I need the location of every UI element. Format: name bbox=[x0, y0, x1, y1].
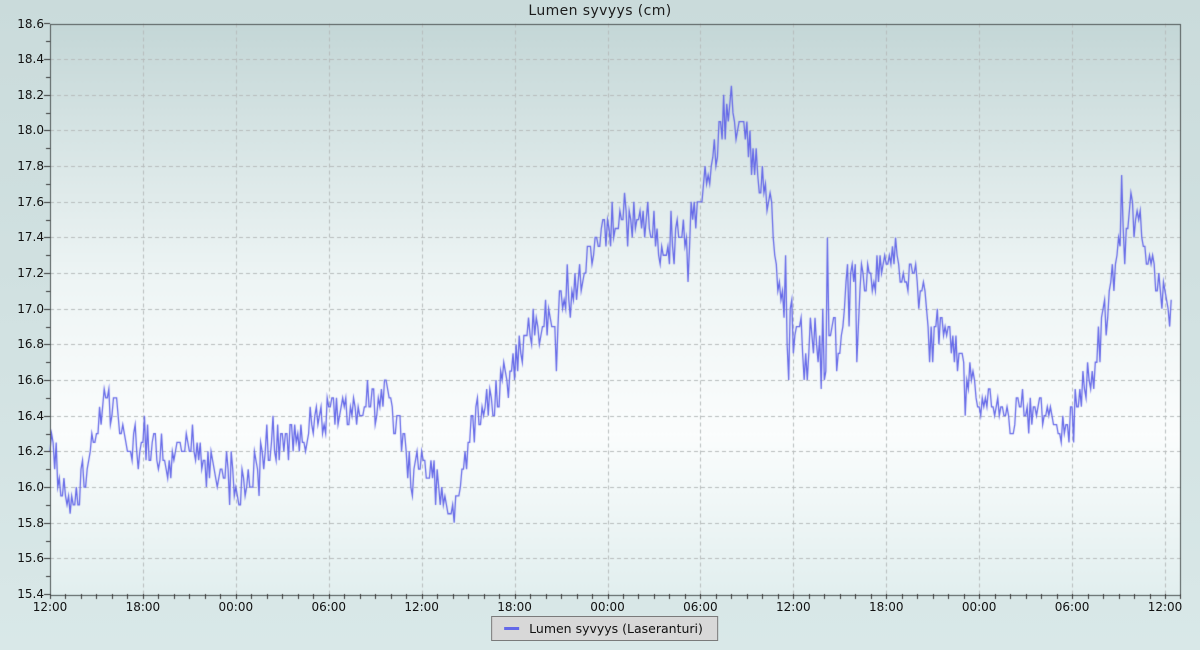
y-tick-label: 17.0 bbox=[17, 301, 44, 316]
x-tick-label: 06:00 bbox=[683, 600, 718, 614]
legend: Lumen syvyys (Laseranturi) bbox=[491, 616, 718, 641]
y-tick-label: 16.8 bbox=[17, 337, 44, 352]
y-tick-label: 16.6 bbox=[17, 373, 44, 388]
chart-title: Lumen syvyys (cm) bbox=[528, 3, 672, 19]
legend-line-icon bbox=[504, 626, 520, 630]
x-tick-label: 12:00 bbox=[1147, 600, 1183, 614]
y-tick-label: 17.8 bbox=[17, 159, 44, 174]
y-tick-label: 18.0 bbox=[17, 123, 44, 138]
x-tick-label: 18:00 bbox=[125, 600, 161, 614]
x-tick-label: 00:00 bbox=[961, 600, 997, 614]
x-tick-label: 06:00 bbox=[311, 600, 347, 614]
legend-label: Lumen syvyys (Laseranturi) bbox=[529, 620, 703, 636]
y-tick-label: 17.6 bbox=[17, 194, 44, 209]
x-tick-label: 12:00 bbox=[32, 600, 68, 614]
y-tick-label: 17.4 bbox=[17, 230, 44, 245]
y-tick-label: 18.2 bbox=[17, 87, 44, 102]
y-tick-label: 17.2 bbox=[17, 266, 44, 281]
x-tick-label: 12:00 bbox=[776, 600, 811, 614]
x-tick-label: 06:00 bbox=[1054, 600, 1090, 614]
y-tick-label: 16.0 bbox=[17, 480, 44, 495]
x-tick-label: 18:00 bbox=[868, 600, 904, 614]
x-tick-label: 00:00 bbox=[218, 600, 254, 614]
y-tick-label: 15.4 bbox=[17, 587, 44, 601]
y-tick-label: 15.8 bbox=[17, 515, 44, 530]
y-tick-label: 18.6 bbox=[17, 16, 44, 31]
y-tick-label: 16.4 bbox=[17, 408, 44, 423]
x-tick-label: 12:00 bbox=[404, 600, 439, 614]
x-tick-label: 00:00 bbox=[590, 600, 625, 614]
y-tick-label: 15.6 bbox=[17, 551, 44, 566]
y-tick-label: 16.2 bbox=[17, 444, 44, 459]
x-tick-label: 18:00 bbox=[497, 600, 532, 614]
y-tick-label: 18.4 bbox=[17, 52, 44, 67]
